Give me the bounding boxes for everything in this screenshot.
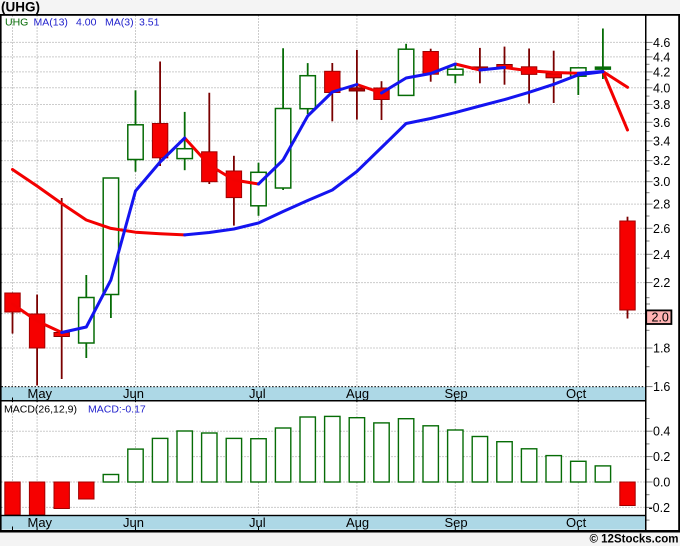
svg-text:2.2: 2.2: [653, 276, 670, 290]
svg-text:Aug: Aug: [346, 386, 369, 401]
svg-text:0.2: 0.2: [653, 450, 670, 464]
svg-text:Aug: Aug: [346, 515, 369, 530]
svg-text:3.4: 3.4: [653, 134, 670, 148]
svg-text:May: May: [28, 515, 53, 530]
svg-text:1.6: 1.6: [653, 380, 670, 394]
svg-text:2.6: 2.6: [653, 222, 670, 236]
svg-text:0.4: 0.4: [653, 425, 670, 439]
svg-text:MA(13): MA(13): [34, 17, 68, 29]
svg-text:MACD(26,12,9): MACD(26,12,9): [4, 404, 77, 416]
svg-text:Jun: Jun: [123, 515, 144, 530]
svg-text:Oct: Oct: [566, 515, 587, 530]
svg-text:Oct: Oct: [566, 386, 587, 401]
svg-text:Jul: Jul: [249, 515, 266, 530]
svg-text:0.0: 0.0: [653, 476, 670, 490]
svg-text:Jul: Jul: [249, 386, 266, 401]
svg-text:MA(3): MA(3): [105, 17, 134, 29]
svg-text:MACD:-0.17: MACD:-0.17: [88, 404, 146, 416]
svg-text:4.2: 4.2: [653, 65, 670, 79]
svg-text:UHG: UHG: [5, 17, 28, 29]
svg-text:4.00: 4.00: [76, 17, 97, 29]
svg-text:Sep: Sep: [445, 515, 468, 530]
svg-text:Sep: Sep: [445, 386, 468, 401]
svg-text:3.8: 3.8: [653, 98, 670, 112]
svg-text:3.51: 3.51: [139, 17, 160, 29]
svg-text:3.2: 3.2: [653, 154, 670, 168]
svg-text:Jun: Jun: [123, 386, 144, 401]
svg-text:(UHG): (UHG): [1, 0, 40, 15]
svg-text:© 12Stocks.com: © 12Stocks.com: [589, 534, 678, 546]
svg-text:1.8: 1.8: [653, 342, 670, 356]
svg-text:3.0: 3.0: [653, 175, 670, 189]
svg-text:4.6: 4.6: [653, 36, 670, 50]
svg-text:May: May: [28, 386, 53, 401]
svg-text:2.8: 2.8: [653, 198, 670, 212]
svg-text:2.4: 2.4: [653, 248, 670, 262]
svg-text:-0.2: -0.2: [649, 501, 671, 515]
svg-text:2.0: 2.0: [652, 311, 669, 325]
svg-text:4.4: 4.4: [653, 50, 670, 64]
svg-text:3.6: 3.6: [653, 116, 670, 130]
svg-text:4.0: 4.0: [653, 81, 670, 95]
